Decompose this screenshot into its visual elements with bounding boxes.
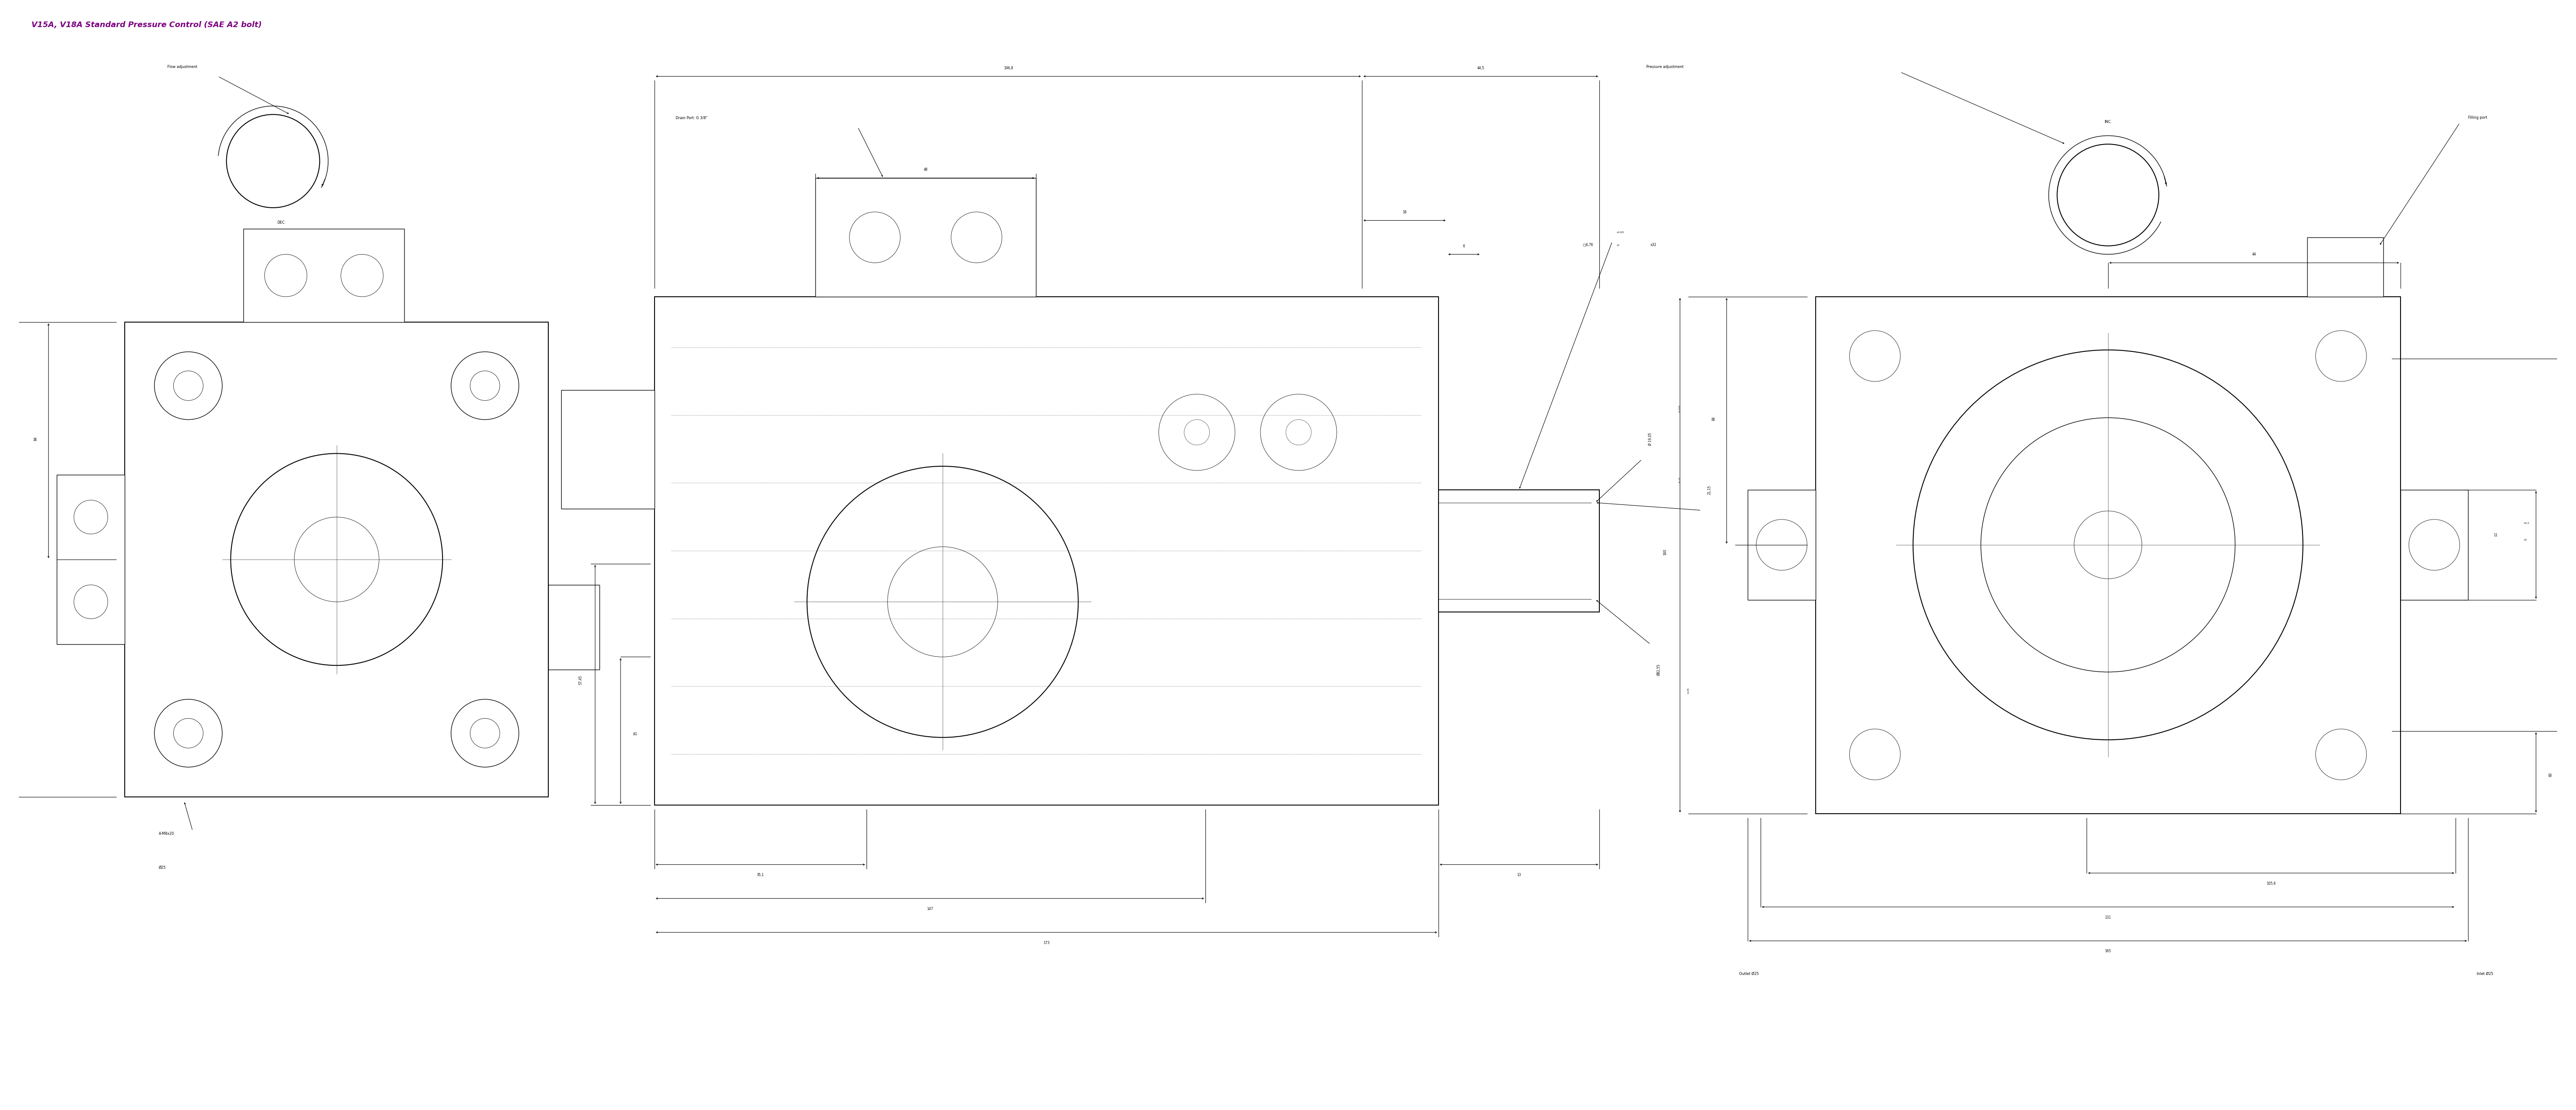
- Text: 35,1: 35,1: [757, 874, 765, 877]
- Text: 18: 18: [1401, 210, 1406, 214]
- Circle shape: [889, 547, 997, 657]
- Text: Ø 19,05: Ø 19,05: [1649, 433, 1651, 445]
- Bar: [562, 390, 654, 508]
- Text: 48: 48: [925, 168, 927, 172]
- Circle shape: [155, 699, 222, 767]
- Circle shape: [232, 454, 443, 665]
- Circle shape: [265, 254, 307, 296]
- Circle shape: [451, 352, 518, 420]
- Text: Flow adjustment: Flow adjustment: [167, 64, 198, 69]
- Bar: [2308, 238, 2383, 296]
- Text: +0: +0: [1615, 244, 1620, 246]
- Circle shape: [2316, 729, 2367, 780]
- Text: 147: 147: [927, 907, 933, 911]
- Text: 84: 84: [33, 436, 39, 441]
- Text: 35: 35: [634, 731, 636, 735]
- Circle shape: [1850, 331, 1901, 382]
- Circle shape: [2058, 144, 2159, 245]
- Circle shape: [1185, 420, 1211, 445]
- Text: +0: +0: [2524, 539, 2527, 541]
- Text: INC.: INC.: [2105, 120, 2112, 124]
- Text: 196,8: 196,8: [1005, 67, 1012, 70]
- Text: 11: 11: [2494, 534, 2499, 537]
- Text: 57,45: 57,45: [580, 675, 582, 685]
- Circle shape: [155, 352, 222, 420]
- Circle shape: [75, 501, 108, 534]
- Text: Filling port: Filling port: [2468, 115, 2488, 120]
- Circle shape: [173, 371, 204, 401]
- Text: V15A, V18A Standard Pressure Control (SAE A2 bolt): V15A, V18A Standard Pressure Control (SA…: [31, 21, 263, 29]
- Text: □4,76: □4,76: [1582, 243, 1592, 246]
- Circle shape: [1285, 420, 1311, 445]
- Text: 13: 13: [1517, 874, 1520, 877]
- Circle shape: [340, 254, 384, 296]
- Bar: [1816, 296, 2401, 814]
- Text: Drain Port: G 3/8": Drain Port: G 3/8": [675, 115, 708, 120]
- Circle shape: [173, 718, 204, 748]
- Text: Pressure adjustment: Pressure adjustment: [1646, 64, 1685, 69]
- Circle shape: [1757, 519, 1808, 571]
- Text: DEC.: DEC.: [278, 221, 286, 224]
- Text: 21,15: 21,15: [1708, 485, 1710, 495]
- Text: 165: 165: [2105, 949, 2112, 953]
- Text: Inlet Ø25: Inlet Ø25: [2476, 971, 2494, 976]
- Text: 173: 173: [1043, 941, 1048, 945]
- Circle shape: [806, 466, 1079, 737]
- Circle shape: [2316, 331, 2367, 382]
- Bar: [2401, 490, 2468, 601]
- Circle shape: [1914, 350, 2303, 739]
- Circle shape: [1260, 394, 1337, 471]
- Text: 44: 44: [2251, 253, 2257, 256]
- Circle shape: [1981, 417, 2236, 672]
- Bar: [124, 322, 549, 797]
- Circle shape: [2409, 519, 2460, 571]
- Circle shape: [1159, 394, 1234, 471]
- Bar: [654, 296, 1437, 805]
- Circle shape: [451, 699, 518, 767]
- Text: 105,6: 105,6: [2267, 881, 2275, 886]
- Text: +0,3: +0,3: [2524, 522, 2530, 524]
- Text: Ø25: Ø25: [160, 866, 165, 869]
- Text: +0.025: +0.025: [1615, 231, 1625, 233]
- Text: 160: 160: [1664, 549, 1667, 555]
- Text: 84: 84: [1713, 416, 1716, 421]
- Text: Ø82,55: Ø82,55: [1656, 664, 1662, 676]
- Text: 131: 131: [2105, 916, 2112, 919]
- Circle shape: [850, 212, 899, 263]
- Text: 60: 60: [2548, 773, 2553, 777]
- Circle shape: [227, 114, 319, 208]
- Text: Outlet Ø25: Outlet Ø25: [1739, 971, 1759, 976]
- Circle shape: [1850, 729, 1901, 780]
- Circle shape: [294, 517, 379, 602]
- Bar: [57, 475, 124, 644]
- Bar: [817, 178, 1036, 296]
- Text: 4-M8x20: 4-M8x20: [160, 831, 175, 836]
- Text: x32: x32: [1651, 243, 1656, 246]
- Text: 44,5: 44,5: [1476, 67, 1484, 70]
- Circle shape: [471, 718, 500, 748]
- Circle shape: [951, 212, 1002, 263]
- Circle shape: [75, 585, 108, 618]
- Bar: [549, 585, 600, 669]
- Circle shape: [2074, 511, 2141, 578]
- Bar: [1747, 490, 1816, 601]
- Bar: [242, 229, 404, 322]
- Circle shape: [471, 371, 500, 401]
